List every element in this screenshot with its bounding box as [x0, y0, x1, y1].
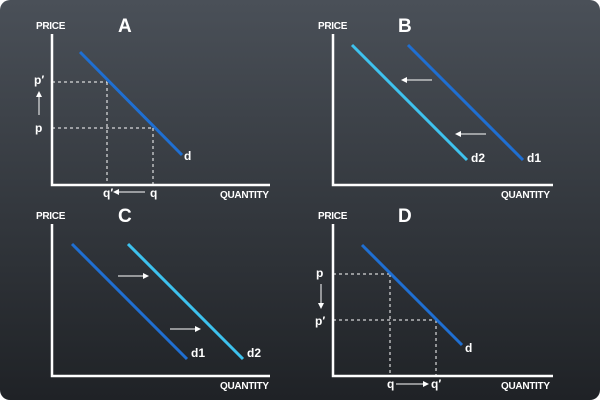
panel-c-letter: C [118, 206, 132, 227]
panel-b-curve-d2-label: d2 [471, 151, 485, 165]
panel-b-letter: B [398, 16, 412, 37]
panel-b-demand-curve-d1 [406, 43, 525, 162]
panel-a-qty-low-label: q′ [103, 186, 113, 200]
panel-d-curve-label: d [465, 341, 472, 355]
panel-c-x-axis-label: QUANTITY [220, 381, 269, 392]
panel-d-qty-high-label: q′ [431, 377, 441, 391]
panel-a-axes [50, 34, 270, 187]
panel-a-letter: A [118, 16, 132, 37]
panel-d: D PRICE QUANTITY d p p′ q q′ [315, 206, 553, 392]
panel-a: A PRICE QUANTITY d p′ p q′ q [34, 16, 270, 201]
panel-c-demand-curve-d2 [126, 242, 245, 361]
panel-c-axes [50, 224, 270, 378]
panel-c: C PRICE QUANTITY d1 d2 [36, 206, 270, 392]
panel-c-curve-d1-label: d1 [191, 346, 205, 360]
panel-b-demand-curve-d2 [350, 43, 469, 162]
panel-c-curve-d2-label: d2 [247, 346, 261, 360]
panel-b-x-axis-label: QUANTITY [501, 190, 550, 201]
panel-b-axes [331, 34, 553, 187]
panel-d-price-low-label: p′ [315, 314, 325, 328]
panel-b: B PRICE QUANTITY d2 d1 [318, 16, 553, 201]
panel-d-qty-low-label: q [387, 377, 394, 391]
panel-a-price-low-label: p [35, 121, 42, 135]
panel-d-demand-curve [360, 243, 464, 347]
panel-a-price-high-label: p′ [34, 73, 44, 87]
panel-d-letter: D [398, 206, 412, 227]
panel-a-curve-label: d [184, 149, 191, 163]
panel-b-curve-d1-label: d1 [527, 151, 541, 165]
panel-a-demand-curve [78, 50, 184, 157]
panel-a-qty-high-label: q [150, 186, 157, 200]
panel-d-x-axis-label: QUANTITY [501, 381, 550, 392]
panel-b-y-axis-label: PRICE [318, 21, 348, 32]
panel-c-demand-curve-d1 [70, 242, 189, 361]
panel-a-y-axis-label: PRICE [36, 21, 66, 32]
panel-a-x-axis-label: QUANTITY [220, 190, 269, 201]
panel-d-price-high-label: p [316, 266, 323, 280]
panel-c-y-axis-label: PRICE [36, 211, 66, 222]
panel-d-y-axis-label: PRICE [318, 211, 348, 222]
panel-d-axes [331, 224, 553, 378]
